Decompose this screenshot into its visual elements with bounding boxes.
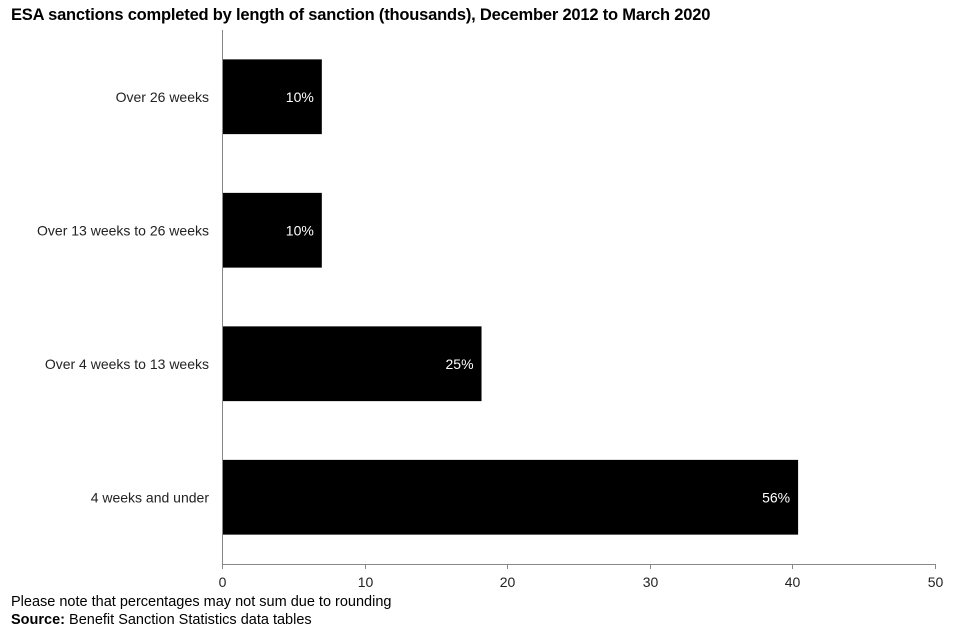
bar	[222, 459, 799, 535]
footnote: Please note that percentages may not sum…	[11, 594, 392, 610]
data-label: 25%	[446, 356, 474, 372]
chart-title: ESA sanctions completed by length of san…	[11, 6, 711, 24]
source-text: Benefit Sanction Statistics data tables	[65, 612, 312, 628]
data-label: 10%	[286, 89, 314, 105]
source-label: Source:	[11, 612, 65, 628]
category-label: Over 13 weeks to 26 weeks	[37, 222, 209, 238]
x-tick-label: 20	[500, 574, 516, 590]
bars-group: 10% 10% 25% 56%	[222, 59, 799, 535]
x-tick-label: 40	[785, 574, 801, 590]
x-tick-label: 50	[928, 574, 944, 590]
data-label: 10%	[286, 222, 314, 238]
category-label: Over 26 weeks	[116, 89, 209, 105]
x-tick-label: 30	[643, 574, 659, 590]
data-label: 56%	[762, 489, 790, 505]
bar	[222, 326, 482, 402]
source-note: Source: Benefit Sanction Statistics data…	[11, 612, 312, 628]
x-tick-label: 0	[219, 574, 227, 590]
axes-group: Over 26 weeks Over 13 weeks to 26 weeks Ov…	[37, 30, 943, 590]
bar	[222, 59, 322, 135]
x-tick-label: 10	[358, 574, 374, 590]
bar	[222, 192, 322, 268]
category-label: 4 weeks and under	[91, 489, 210, 505]
category-label: Over 4 weeks to 13 weeks	[45, 356, 209, 372]
